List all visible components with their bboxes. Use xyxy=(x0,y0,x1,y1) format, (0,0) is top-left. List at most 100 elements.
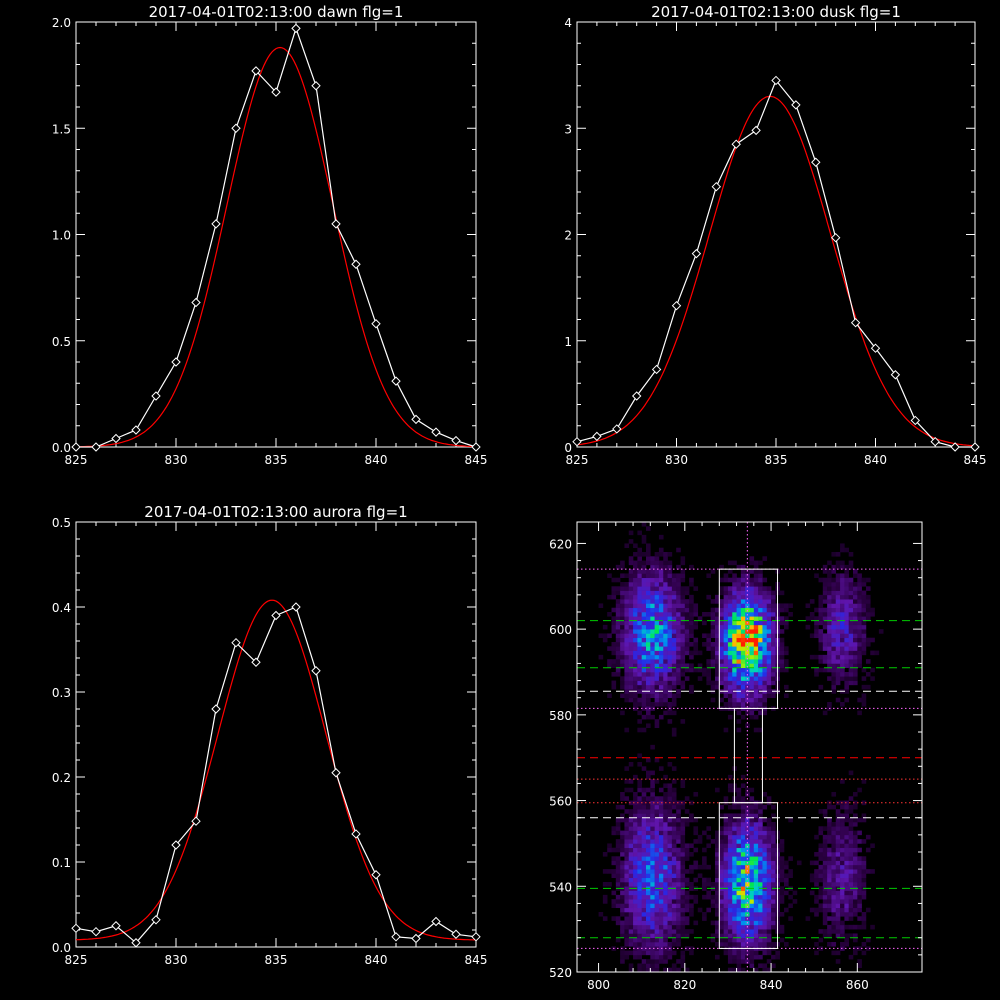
heatmap-cell xyxy=(667,680,673,686)
heatmap-cell xyxy=(680,920,686,926)
heatmap-cell xyxy=(641,650,647,656)
heatmap-cell xyxy=(667,796,673,801)
heatmap-cell xyxy=(749,890,755,896)
heatmap-cell xyxy=(762,590,768,596)
heatmap-cell xyxy=(719,697,724,703)
heatmap-cell xyxy=(861,582,867,587)
data-point xyxy=(91,926,101,937)
heatmap-cell xyxy=(689,603,694,609)
heatmap-cell xyxy=(650,792,655,797)
heatmap-cell xyxy=(818,633,824,639)
heatmap-cell xyxy=(646,796,651,801)
heatmap-cell xyxy=(762,633,768,639)
heatmap-cell xyxy=(676,676,681,681)
heatmap-cell xyxy=(753,646,759,651)
heatmap-cell xyxy=(641,877,647,883)
heatmap-cell xyxy=(633,560,638,566)
heatmap-cell xyxy=(861,702,867,707)
heatmap-cell xyxy=(676,873,681,879)
y-tick-label: 540 xyxy=(549,880,572,894)
heatmap-cell xyxy=(814,912,819,917)
heatmap-cell xyxy=(611,684,617,690)
heatmap-cell xyxy=(637,663,642,669)
heatmap-cell xyxy=(727,599,733,604)
heatmap-cell xyxy=(736,667,742,673)
heatmap-cell xyxy=(753,620,759,626)
heatmap-cell xyxy=(646,873,651,879)
heatmap-cell xyxy=(680,719,686,724)
heatmap-cell xyxy=(732,894,737,900)
heatmap-cell xyxy=(771,852,776,857)
heatmap-cell xyxy=(758,582,763,587)
heatmap-cell xyxy=(633,684,638,690)
heatmap-cell xyxy=(853,676,858,681)
heatmap-cell xyxy=(848,903,854,909)
heatmap-cell xyxy=(758,599,763,604)
heatmap-cell xyxy=(620,586,625,591)
heatmap-cell xyxy=(667,564,673,570)
heatmap-cell xyxy=(831,594,837,600)
heatmap-cell xyxy=(671,834,677,840)
heatmap-cell xyxy=(654,659,660,664)
heatmap-cell xyxy=(715,680,720,686)
heatmap-cell xyxy=(727,924,733,930)
heatmap-cell xyxy=(676,547,681,553)
data-point xyxy=(391,932,401,942)
heatmap-cell xyxy=(641,672,647,677)
heatmap-cell xyxy=(671,594,677,600)
heatmap-cell xyxy=(654,894,660,900)
heatmap-cell xyxy=(663,603,668,609)
heatmap-cell xyxy=(784,667,789,673)
heatmap-cell xyxy=(710,569,716,574)
heatmap-cell xyxy=(641,624,647,630)
heatmap-cell xyxy=(835,860,841,866)
heatmap-cell xyxy=(762,586,768,591)
heatmap-cell xyxy=(857,586,862,591)
heatmap-cell xyxy=(732,950,737,956)
heatmap-cell xyxy=(732,860,737,866)
heatmap-cell xyxy=(650,843,655,849)
heatmap-cell xyxy=(749,599,755,604)
heatmap-cell xyxy=(676,860,681,866)
heatmap-cell xyxy=(727,886,733,891)
heatmap-cell xyxy=(667,650,673,656)
heatmap-cell xyxy=(844,637,849,643)
heatmap-cell xyxy=(771,873,776,879)
heatmap-cell xyxy=(840,654,845,660)
heatmap-cell xyxy=(758,924,763,930)
heatmap-cell xyxy=(680,903,686,909)
heatmap-cell xyxy=(671,620,677,626)
heatmap-cell xyxy=(658,672,664,677)
heatmap-cell xyxy=(727,663,733,669)
heatmap-cell xyxy=(706,894,711,900)
heatmap-cell xyxy=(835,629,841,634)
heatmap-cell xyxy=(779,616,785,621)
heatmap-cell xyxy=(753,826,759,831)
heatmap-cell xyxy=(624,607,630,613)
heatmap-cell xyxy=(620,813,625,819)
heatmap-cell xyxy=(633,620,638,626)
heatmap-cell xyxy=(654,697,660,703)
heatmap-cell xyxy=(844,873,849,879)
heatmap-cell xyxy=(658,714,664,720)
heatmap-cell xyxy=(753,834,759,840)
heatmap-cell xyxy=(689,946,694,951)
heatmap-cell xyxy=(835,822,841,827)
heatmap-cell xyxy=(654,612,660,617)
heatmap-cell xyxy=(650,582,655,587)
heatmap-cell xyxy=(753,847,759,853)
heatmap-cell xyxy=(749,624,755,630)
heatmap-cell xyxy=(658,667,664,673)
heatmap-cell xyxy=(753,637,759,643)
heatmap-cell xyxy=(753,599,759,604)
heatmap-cell xyxy=(822,633,828,639)
heatmap-cell xyxy=(689,582,694,587)
heatmap-cell xyxy=(732,954,737,960)
heatmap-cell xyxy=(671,586,677,591)
heatmap-cell xyxy=(727,839,733,844)
heatmap-cell xyxy=(840,590,845,596)
heatmap-cell xyxy=(658,787,664,793)
heatmap-cell xyxy=(654,899,660,904)
heatmap-cell xyxy=(753,929,759,934)
heatmap-cell xyxy=(766,624,772,630)
